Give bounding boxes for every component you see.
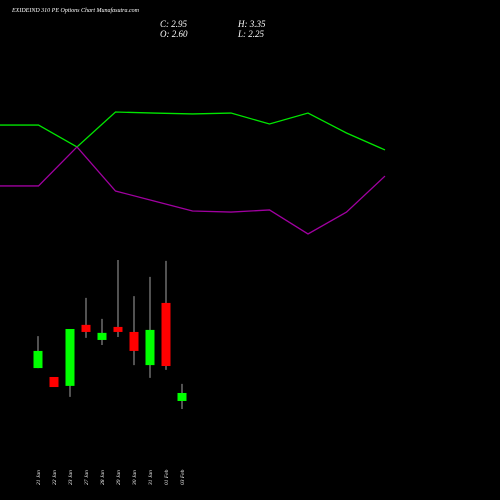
x-tick-label: 28 Jan [100,470,106,485]
x-tick-label: 31 Jan [148,470,154,486]
x-tick-label: 22 Jan [52,470,58,485]
candle-body [33,350,43,369]
x-tick-label: 03 Feb [180,469,186,485]
candle-body [81,324,91,332]
close-info: C: 2.95 [160,19,188,29]
x-tick-label: 21 Jan [36,470,42,485]
indicator-line [0,145,386,235]
low-info: L: 2.25 [237,29,265,39]
candle-body [113,326,123,332]
high-info: H: 3.35 [237,19,266,29]
x-tick-label: 30 Jan [132,470,138,486]
candle-body [129,331,139,351]
candle-body [161,302,171,367]
candle-body [145,329,155,366]
x-tick-label: 23 Jan [68,470,74,485]
indicator-line [0,111,386,151]
candle-body [49,376,59,388]
open-info: O: 2.60 [160,29,188,39]
chart-title: EXIDEIND 310 PE Options Chart Munafasutr… [11,7,140,14]
x-tick-label: 27 Jan [84,470,90,485]
candle-body [65,328,75,386]
x-tick-label: 29 Jan [116,470,122,485]
candle-body [97,332,107,340]
candle-body [177,392,187,401]
x-tick-label: 01 Feb [164,469,170,485]
